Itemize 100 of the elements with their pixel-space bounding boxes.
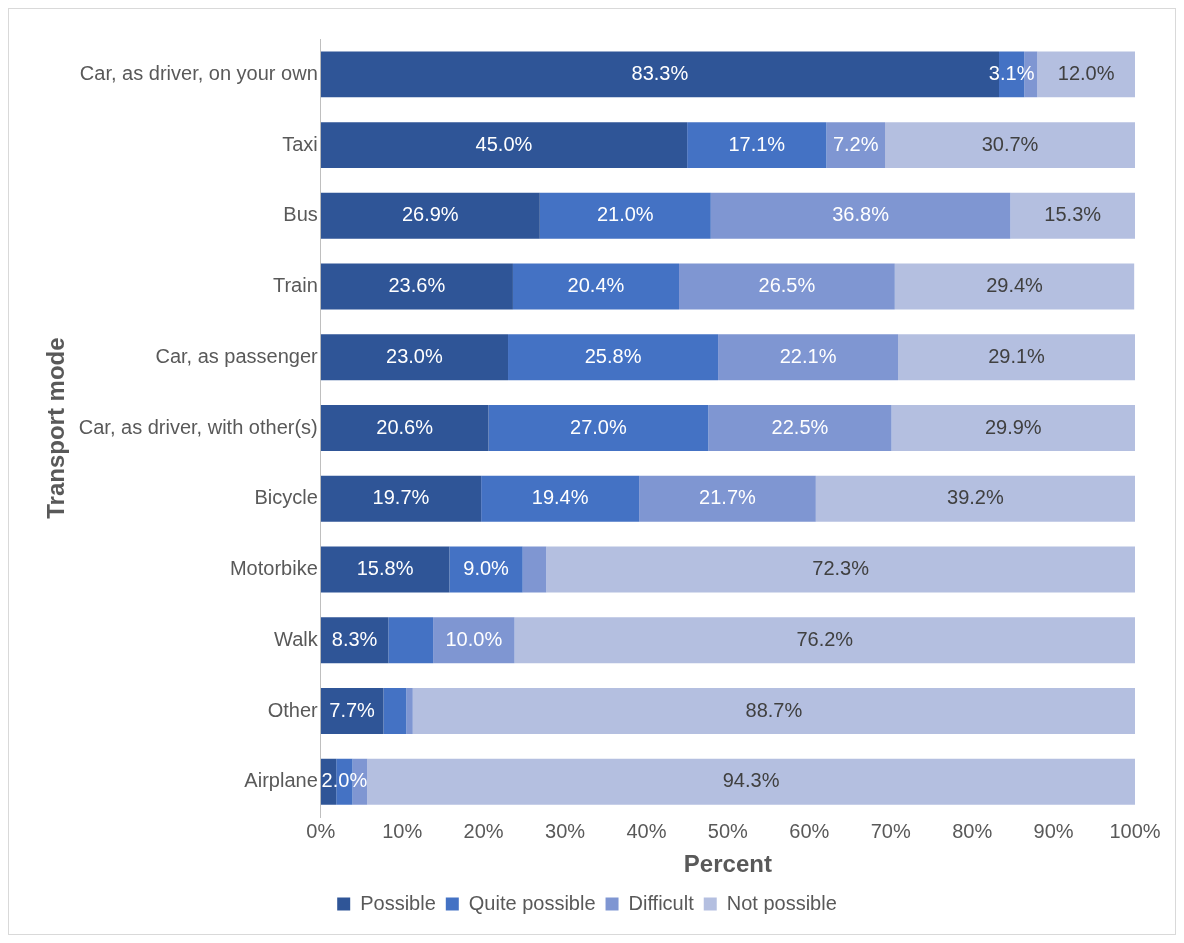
- data-label: 7.2%: [832, 132, 879, 155]
- x-tick-label: 70%: [870, 819, 911, 842]
- data-label: 3.1%: [988, 61, 1035, 84]
- x-tick-label: 40%: [626, 819, 667, 842]
- bar: [433, 617, 515, 664]
- data-label: 2.0%: [321, 769, 368, 792]
- data-label: 19.4%: [531, 486, 589, 509]
- x-tick-label: 50%: [707, 819, 749, 842]
- bar: [815, 475, 1135, 522]
- x-tick-label: 10%: [382, 819, 423, 842]
- x-tick-label: 60%: [789, 819, 830, 842]
- data-label: 29.1%: [988, 344, 1046, 367]
- data-label: 22.1%: [779, 344, 837, 367]
- y-tick-label: Bicycle: [254, 486, 318, 509]
- bar: [412, 688, 1135, 735]
- bar: [320, 334, 509, 381]
- data-label: 15.3%: [1044, 203, 1102, 226]
- data-label: 94.3%: [722, 769, 780, 792]
- bar: [522, 546, 547, 593]
- data-label: 23.0%: [386, 344, 443, 367]
- bar: [488, 405, 709, 452]
- y-tick-label: Car, as driver, with other(s): [78, 415, 318, 438]
- data-label: 20.4%: [567, 274, 625, 297]
- y-tick-label: Taxi: [282, 132, 318, 155]
- data-label: 22.5%: [771, 415, 829, 438]
- bar: [514, 617, 1135, 664]
- x-tick-label: 100%: [1109, 819, 1161, 842]
- y-tick-label: Airplane: [244, 769, 318, 792]
- data-label: 15.8%: [356, 557, 414, 580]
- legend-label: Not possible: [726, 891, 837, 914]
- data-label: 30.7%: [981, 132, 1039, 155]
- bar: [1010, 192, 1135, 239]
- bar: [406, 688, 413, 735]
- bar: [826, 122, 886, 169]
- x-axis-title: Percent: [683, 850, 772, 878]
- x-tick-label: 20%: [463, 819, 504, 842]
- y-tick-label: Bus: [283, 203, 318, 226]
- data-label: 10.0%: [445, 627, 503, 650]
- bar: [885, 122, 1135, 169]
- bar: [383, 688, 407, 735]
- bar: [449, 546, 523, 593]
- y-tick-label: Car, as driver, on your own: [79, 61, 318, 84]
- bar: [687, 122, 827, 169]
- bar: [320, 475, 482, 522]
- data-label: 27.0%: [570, 415, 627, 438]
- y-tick-label: Other: [267, 698, 319, 721]
- y-tick-label: Motorbike: [229, 557, 318, 580]
- bar: [481, 475, 640, 522]
- data-label: 29.9%: [984, 415, 1042, 438]
- bar: [639, 475, 816, 522]
- data-label: 26.5%: [758, 274, 816, 297]
- data-label: 19.7%: [372, 486, 430, 509]
- x-tick-label: 90%: [1033, 819, 1074, 842]
- data-label: 20.6%: [376, 415, 434, 438]
- bar: [898, 334, 1135, 381]
- data-label: 23.6%: [388, 274, 446, 297]
- data-label: 9.0%: [463, 557, 510, 580]
- bar: [508, 334, 719, 381]
- data-label: 39.2%: [947, 486, 1004, 509]
- data-label: 25.8%: [584, 344, 642, 367]
- bar: [320, 263, 513, 310]
- y-tick-label: Walk: [274, 627, 319, 650]
- bar: [894, 263, 1135, 310]
- data-label: 88.7%: [745, 698, 803, 721]
- data-label: 45.0%: [475, 132, 533, 155]
- bar: [320, 405, 489, 452]
- bar: [320, 688, 384, 735]
- bar: [388, 617, 434, 664]
- bar: [539, 192, 711, 239]
- data-label: 26.9%: [401, 203, 459, 226]
- legend-label: Possible: [360, 891, 436, 914]
- x-tick-label: 30%: [545, 819, 586, 842]
- data-label: 72.3%: [812, 557, 870, 580]
- data-label: 21.7%: [699, 486, 757, 509]
- legend-label: Difficult: [628, 891, 695, 914]
- bar: [320, 122, 688, 169]
- data-label: 76.2%: [796, 627, 854, 650]
- data-label: 83.3%: [631, 61, 689, 84]
- legend-label: Quite possible: [468, 891, 596, 914]
- bar: [718, 334, 899, 381]
- bar: [1037, 51, 1135, 98]
- y-tick-label: Train: [272, 274, 318, 297]
- bar: [891, 405, 1135, 452]
- y-axis-title: Transport mode: [42, 337, 70, 519]
- data-label: 8.3%: [331, 627, 378, 650]
- data-label: 21.0%: [596, 203, 654, 226]
- data-label: 29.4%: [986, 274, 1044, 297]
- bar: [320, 546, 450, 593]
- bar: [320, 192, 540, 239]
- data-label: 17.1%: [728, 132, 786, 155]
- bar: [679, 263, 895, 310]
- bar: [367, 758, 1135, 805]
- bar: [710, 192, 1011, 239]
- y-tick-label: Car, as passenger: [155, 344, 319, 367]
- bar: [512, 263, 680, 310]
- data-label: 36.8%: [832, 203, 890, 226]
- bar: [708, 405, 892, 452]
- bar: [546, 546, 1135, 593]
- x-tick-label: 80%: [952, 819, 993, 842]
- data-label: 7.7%: [329, 698, 376, 721]
